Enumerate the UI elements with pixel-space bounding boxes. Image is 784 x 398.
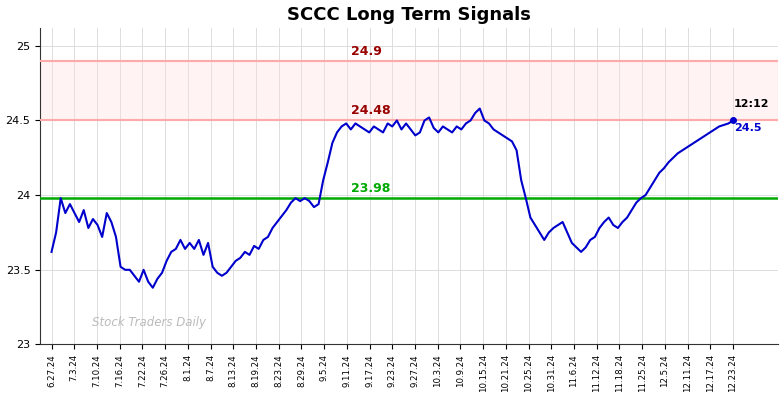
Text: 24.48: 24.48 [351, 105, 391, 117]
Text: 24.9: 24.9 [351, 45, 383, 58]
Bar [40, 61, 779, 121]
Text: 23.98: 23.98 [351, 182, 390, 195]
Text: 24.5: 24.5 [734, 123, 761, 133]
Text: Stock Traders Daily: Stock Traders Daily [92, 316, 206, 329]
Text: 12:12: 12:12 [734, 99, 770, 109]
Title: SCCC Long Term Signals: SCCC Long Term Signals [288, 6, 532, 23]
